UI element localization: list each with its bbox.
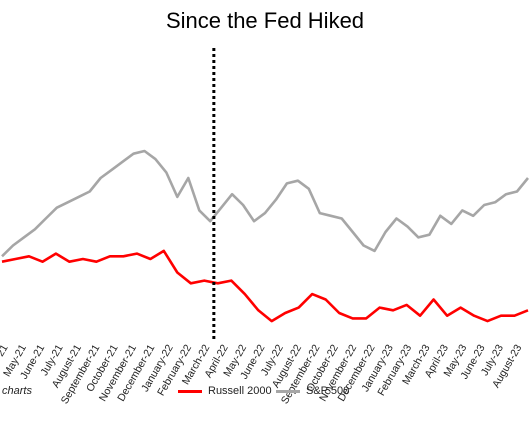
russell-swatch bbox=[178, 389, 202, 393]
chart-title: Since the Fed Hiked bbox=[165, 8, 365, 33]
series-line-russell-2000 bbox=[1, 249, 529, 323]
legend-label-russell: Russell 2000 bbox=[208, 385, 272, 397]
legend-item-russell: Russell 2000 bbox=[178, 385, 272, 397]
series-layer bbox=[1, 149, 530, 323]
legend-item-sp500: S&P 500 bbox=[276, 385, 349, 397]
series-line-s-p-500 bbox=[1, 149, 530, 258]
source-label: charts bbox=[2, 385, 32, 397]
legend-label-sp500: S&P 500 bbox=[306, 385, 350, 397]
sp500-swatch bbox=[276, 389, 300, 393]
